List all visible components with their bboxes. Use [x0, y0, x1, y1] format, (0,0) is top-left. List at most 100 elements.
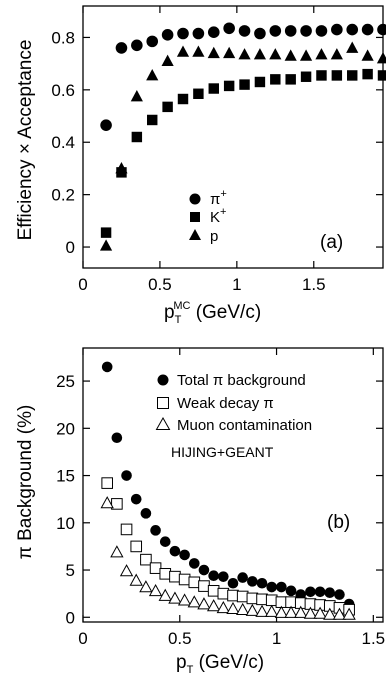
legend-b-total-marker: [157, 374, 169, 386]
y-tick-label-b-0: 0: [66, 608, 75, 627]
plot-frame-b: [82, 347, 384, 623]
legend-a-p-label: p: [210, 228, 218, 245]
marker-b-s2-23: [323, 607, 337, 620]
x-axis-label-b-main: p: [176, 652, 187, 673]
marker-b-s0-19: [285, 585, 297, 597]
marker-b-s2-7: [168, 591, 182, 604]
x-tick-labels-a: 0 0.5 1 1.5: [78, 275, 325, 294]
marker-b-s1-3: [130, 540, 143, 553]
y-tick-label-a-3: 0.6: [51, 81, 75, 100]
marker-a-s2-1: [115, 162, 128, 174]
marker-b-s0-24: [334, 589, 345, 600]
marker-a-s1-17: [362, 68, 373, 80]
marker-a-s2-17: [361, 49, 374, 61]
marker-b-s2-20: [294, 605, 308, 618]
marker-a-s2-4: [161, 54, 174, 66]
axes-ticks-b: [82, 348, 383, 622]
marker-a-s2-8: [223, 46, 236, 59]
y-tick-label-a-1: 0.2: [51, 186, 75, 205]
x-axis-label-a-main: p: [164, 302, 175, 323]
marker-b-s1-6: [159, 568, 172, 580]
y-tick-label-a-2: 0.4: [51, 133, 75, 152]
data-marks-b: [100, 361, 356, 620]
marker-b-s0-11: [208, 570, 219, 582]
panel-b: 0 5 10 15 20 25 0 0.5 1 1.5 π Background (%) pT …: [15, 347, 386, 676]
marker-a-s1-9: [239, 79, 250, 90]
legend-a-pi-label: π+: [210, 188, 227, 208]
marker-a-s2-5: [176, 45, 190, 57]
marker-a-s0-13: [300, 25, 312, 37]
marker-b-s2-0: [100, 496, 114, 509]
marker-a-s0-5: [177, 27, 189, 40]
marker-b-s0-7: [169, 545, 181, 557]
x-axis-label-a: pT MC (GeV/c): [164, 300, 261, 326]
marker-b-s2-2: [119, 564, 134, 577]
marker-b-s2-24: [332, 607, 347, 620]
marker-a-s2-14: [315, 48, 328, 60]
marker-b-s2-9: [187, 595, 201, 608]
y-tick-label-b-2: 10: [56, 514, 75, 533]
marker-a-s0-16: [346, 23, 359, 36]
marker-a-s0-8: [223, 22, 235, 35]
legend-b-muon-marker: [155, 416, 171, 430]
marker-b-s0-21: [305, 586, 316, 598]
marker-b-s0-4: [140, 508, 152, 519]
marker-b-s2-3: [129, 573, 143, 586]
marker-a-s1-10: [254, 76, 266, 88]
marker-b-s2-18: [274, 605, 289, 618]
marker-b-s2-19: [284, 605, 298, 618]
marker-b-s0-9: [188, 558, 200, 569]
marker-a-s0-12: [284, 25, 297, 37]
marker-a-s1-5: [177, 93, 189, 105]
marker-a-s1-18: [377, 70, 386, 81]
marker-b-s2-11: [206, 599, 221, 612]
marker-b-s1-15: [246, 592, 259, 605]
marker-a-s1-0: [100, 227, 112, 238]
marker-b-s1-14: [236, 590, 249, 603]
marker-b-s2-15: [245, 603, 260, 616]
x-tick-label-b-3: 1.5: [362, 629, 386, 648]
marker-a-s2-2: [130, 90, 143, 102]
marker-a-s2-11: [269, 48, 282, 60]
marker-b-s2-6: [158, 588, 172, 601]
y-tick-labels-b: 0 5 10 15 20 25: [56, 372, 75, 627]
marker-b-s2-1: [110, 545, 124, 558]
marker-b-s0-15: [247, 576, 258, 587]
y-axis-label-a: Efficiency × Acceptance: [15, 40, 36, 241]
marker-a-s2-16: [346, 41, 359, 53]
y-tick-label-a-0: 0: [66, 238, 75, 257]
marker-a-s2-0: [99, 239, 113, 251]
marker-a-s1-13: [300, 71, 312, 82]
marker-b-s1-9: [188, 576, 201, 589]
x-axis-label-b-sub: T: [187, 664, 194, 676]
marker-b-s0-16: [256, 577, 268, 589]
marker-b-s2-25: [342, 607, 356, 620]
marker-a-s1-15: [331, 70, 343, 81]
marker-a-s0-17: [361, 23, 374, 36]
legend-b-weak-marker: [157, 397, 169, 409]
marker-b-s1-5: [149, 562, 162, 574]
marker-a-s0-18: [377, 23, 386, 36]
marker-a-s0-7: [207, 26, 220, 38]
marker-b-s1-2: [120, 523, 133, 536]
x-tick-label-b-1: 0.5: [168, 629, 192, 648]
marker-a-s1-12: [285, 74, 296, 85]
marker-a-s1-3: [147, 114, 158, 126]
marker-a-s0-4: [161, 29, 174, 41]
marker-a-s2-12: [284, 49, 297, 61]
marker-b-s1-1: [111, 498, 123, 510]
marker-a-s0-3: [146, 35, 159, 48]
x-axis-label-a-unit: (GeV/c): [190, 302, 261, 323]
marker-b-s1-7: [169, 570, 181, 583]
marker-b-s0-6: [159, 536, 171, 547]
marker-b-s0-20: [295, 589, 307, 600]
marker-a-s0-0: [100, 119, 112, 132]
panel-label-b: (b): [327, 512, 350, 533]
marker-b-s1-16: [256, 593, 268, 606]
marker-b-s0-1: [111, 432, 123, 444]
marker-a-s2-9: [238, 48, 251, 60]
x-tick-label-a-2: 1: [232, 275, 241, 294]
x-axis-label-a-sup: MC: [173, 300, 190, 312]
legend-a: π+ K+ p: [189, 188, 227, 245]
marker-b-s0-23: [324, 587, 336, 599]
